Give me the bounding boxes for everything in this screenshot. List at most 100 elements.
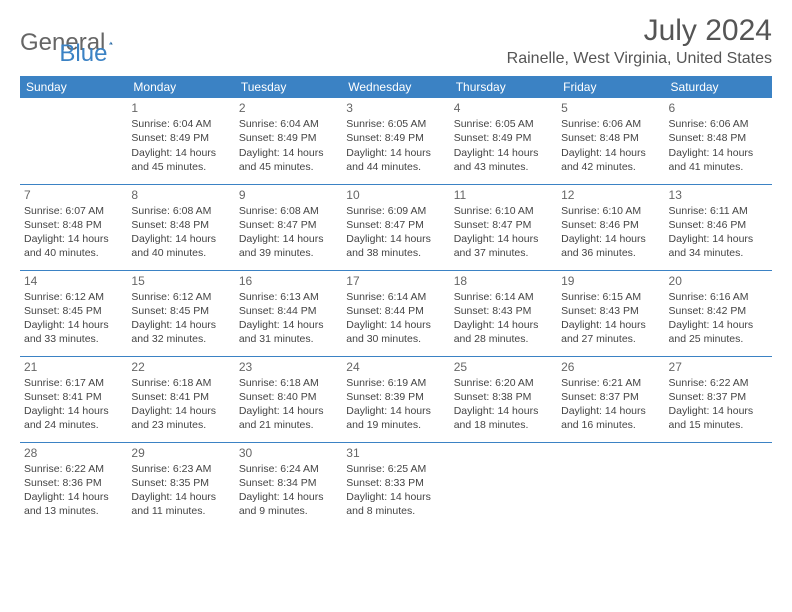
sunrise-text: Sunrise: 6:20 AM	[454, 376, 553, 390]
calendar-day-cell: 18Sunrise: 6:14 AMSunset: 8:43 PMDayligh…	[450, 270, 557, 356]
header: General Blue July 2024 Rainelle, West Vi…	[20, 14, 772, 68]
day-number: 3	[346, 100, 445, 116]
day-number: 19	[561, 273, 660, 289]
daylight-text: Daylight: 14 hours	[346, 404, 445, 418]
location: Rainelle, West Virginia, United States	[507, 50, 772, 68]
day-number: 27	[669, 359, 768, 375]
calendar-empty-cell	[450, 442, 557, 528]
daylight-text: Daylight: 14 hours	[669, 232, 768, 246]
weekday-header: Saturday	[665, 76, 772, 98]
daylight-text: Daylight: 14 hours	[131, 404, 230, 418]
day-number: 6	[669, 100, 768, 116]
calendar-day-cell: 3Sunrise: 6:05 AMSunset: 8:49 PMDaylight…	[342, 98, 449, 184]
sunset-text: Sunset: 8:43 PM	[561, 304, 660, 318]
day-number: 25	[454, 359, 553, 375]
day-number: 16	[239, 273, 338, 289]
sunset-text: Sunset: 8:47 PM	[346, 218, 445, 232]
weekday-header: Wednesday	[342, 76, 449, 98]
daylight-text: Daylight: 14 hours	[669, 404, 768, 418]
sunrise-text: Sunrise: 6:18 AM	[131, 376, 230, 390]
title-block: July 2024 Rainelle, West Virginia, Unite…	[507, 14, 772, 68]
daylight-text: and 44 minutes.	[346, 160, 445, 174]
calendar-day-cell: 8Sunrise: 6:08 AMSunset: 8:48 PMDaylight…	[127, 184, 234, 270]
day-number: 30	[239, 445, 338, 461]
daylight-text: Daylight: 14 hours	[24, 318, 123, 332]
daylight-text: and 30 minutes.	[346, 332, 445, 346]
daylight-text: and 41 minutes.	[669, 160, 768, 174]
daylight-text: Daylight: 14 hours	[346, 146, 445, 160]
calendar-day-cell: 21Sunrise: 6:17 AMSunset: 8:41 PMDayligh…	[20, 356, 127, 442]
daylight-text: and 38 minutes.	[346, 246, 445, 260]
sunset-text: Sunset: 8:38 PM	[454, 390, 553, 404]
sunset-text: Sunset: 8:37 PM	[561, 390, 660, 404]
daylight-text: and 31 minutes.	[239, 332, 338, 346]
calendar-week-row: 28Sunrise: 6:22 AMSunset: 8:36 PMDayligh…	[20, 442, 772, 528]
daylight-text: and 28 minutes.	[454, 332, 553, 346]
calendar-empty-cell	[557, 442, 664, 528]
sunrise-text: Sunrise: 6:04 AM	[131, 117, 230, 131]
daylight-text: and 19 minutes.	[346, 418, 445, 432]
sunset-text: Sunset: 8:47 PM	[239, 218, 338, 232]
sunrise-text: Sunrise: 6:25 AM	[346, 462, 445, 476]
daylight-text: and 27 minutes.	[561, 332, 660, 346]
sunrise-text: Sunrise: 6:05 AM	[346, 117, 445, 131]
daylight-text: Daylight: 14 hours	[454, 232, 553, 246]
sunset-text: Sunset: 8:33 PM	[346, 476, 445, 490]
sunset-text: Sunset: 8:43 PM	[454, 304, 553, 318]
day-number: 29	[131, 445, 230, 461]
daylight-text: and 33 minutes.	[24, 332, 123, 346]
daylight-text: and 45 minutes.	[131, 160, 230, 174]
calendar-day-cell: 11Sunrise: 6:10 AMSunset: 8:47 PMDayligh…	[450, 184, 557, 270]
logo-text-blue: Blue	[59, 40, 107, 68]
sunrise-text: Sunrise: 6:13 AM	[239, 290, 338, 304]
calendar-day-cell: 6Sunrise: 6:06 AMSunset: 8:48 PMDaylight…	[665, 98, 772, 184]
calendar-day-cell: 31Sunrise: 6:25 AMSunset: 8:33 PMDayligh…	[342, 442, 449, 528]
daylight-text: Daylight: 14 hours	[131, 490, 230, 504]
calendar-day-cell: 5Sunrise: 6:06 AMSunset: 8:48 PMDaylight…	[557, 98, 664, 184]
calendar-day-cell: 17Sunrise: 6:14 AMSunset: 8:44 PMDayligh…	[342, 270, 449, 356]
calendar-day-cell: 15Sunrise: 6:12 AMSunset: 8:45 PMDayligh…	[127, 270, 234, 356]
daylight-text: Daylight: 14 hours	[346, 490, 445, 504]
sunrise-text: Sunrise: 6:08 AM	[131, 204, 230, 218]
day-number: 2	[239, 100, 338, 116]
calendar-body: 1Sunrise: 6:04 AMSunset: 8:49 PMDaylight…	[20, 98, 772, 528]
calendar-empty-cell	[20, 98, 127, 184]
daylight-text: and 45 minutes.	[239, 160, 338, 174]
daylight-text: Daylight: 14 hours	[346, 232, 445, 246]
calendar-day-cell: 4Sunrise: 6:05 AMSunset: 8:49 PMDaylight…	[450, 98, 557, 184]
sunrise-text: Sunrise: 6:14 AM	[454, 290, 553, 304]
sunset-text: Sunset: 8:48 PM	[561, 131, 660, 145]
calendar-day-cell: 26Sunrise: 6:21 AMSunset: 8:37 PMDayligh…	[557, 356, 664, 442]
daylight-text: and 23 minutes.	[131, 418, 230, 432]
daylight-text: and 25 minutes.	[669, 332, 768, 346]
sunset-text: Sunset: 8:40 PM	[239, 390, 338, 404]
sunrise-text: Sunrise: 6:14 AM	[346, 290, 445, 304]
daylight-text: Daylight: 14 hours	[454, 404, 553, 418]
day-number: 21	[24, 359, 123, 375]
weekday-header: Tuesday	[235, 76, 342, 98]
day-number: 1	[131, 100, 230, 116]
daylight-text: and 24 minutes.	[24, 418, 123, 432]
sunset-text: Sunset: 8:49 PM	[346, 131, 445, 145]
daylight-text: and 40 minutes.	[131, 246, 230, 260]
sunset-text: Sunset: 8:46 PM	[561, 218, 660, 232]
day-number: 15	[131, 273, 230, 289]
calendar-day-cell: 14Sunrise: 6:12 AMSunset: 8:45 PMDayligh…	[20, 270, 127, 356]
sunrise-text: Sunrise: 6:06 AM	[669, 117, 768, 131]
sunrise-text: Sunrise: 6:08 AM	[239, 204, 338, 218]
day-number: 20	[669, 273, 768, 289]
sunset-text: Sunset: 8:45 PM	[24, 304, 123, 318]
daylight-text: and 9 minutes.	[239, 504, 338, 518]
calendar-day-cell: 19Sunrise: 6:15 AMSunset: 8:43 PMDayligh…	[557, 270, 664, 356]
daylight-text: Daylight: 14 hours	[454, 146, 553, 160]
sunrise-text: Sunrise: 6:12 AM	[24, 290, 123, 304]
daylight-text: and 13 minutes.	[24, 504, 123, 518]
sunset-text: Sunset: 8:48 PM	[669, 131, 768, 145]
calendar-day-cell: 16Sunrise: 6:13 AMSunset: 8:44 PMDayligh…	[235, 270, 342, 356]
daylight-text: and 18 minutes.	[454, 418, 553, 432]
day-number: 18	[454, 273, 553, 289]
daylight-text: Daylight: 14 hours	[239, 490, 338, 504]
sunset-text: Sunset: 8:36 PM	[24, 476, 123, 490]
daylight-text: and 21 minutes.	[239, 418, 338, 432]
calendar-day-cell: 29Sunrise: 6:23 AMSunset: 8:35 PMDayligh…	[127, 442, 234, 528]
